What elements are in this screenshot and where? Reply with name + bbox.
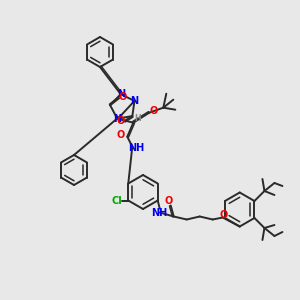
Text: Cl: Cl bbox=[112, 196, 123, 206]
Text: N: N bbox=[113, 114, 122, 124]
Text: O: O bbox=[165, 196, 173, 206]
Text: NH: NH bbox=[128, 143, 144, 153]
Text: O: O bbox=[220, 209, 228, 220]
Text: O: O bbox=[118, 92, 126, 102]
Text: O: O bbox=[116, 130, 124, 140]
Text: N: N bbox=[130, 96, 139, 106]
Text: O: O bbox=[116, 116, 124, 126]
Text: NH: NH bbox=[152, 208, 168, 218]
Text: H: H bbox=[134, 114, 141, 123]
Text: N: N bbox=[117, 89, 125, 99]
Text: O: O bbox=[149, 106, 158, 116]
